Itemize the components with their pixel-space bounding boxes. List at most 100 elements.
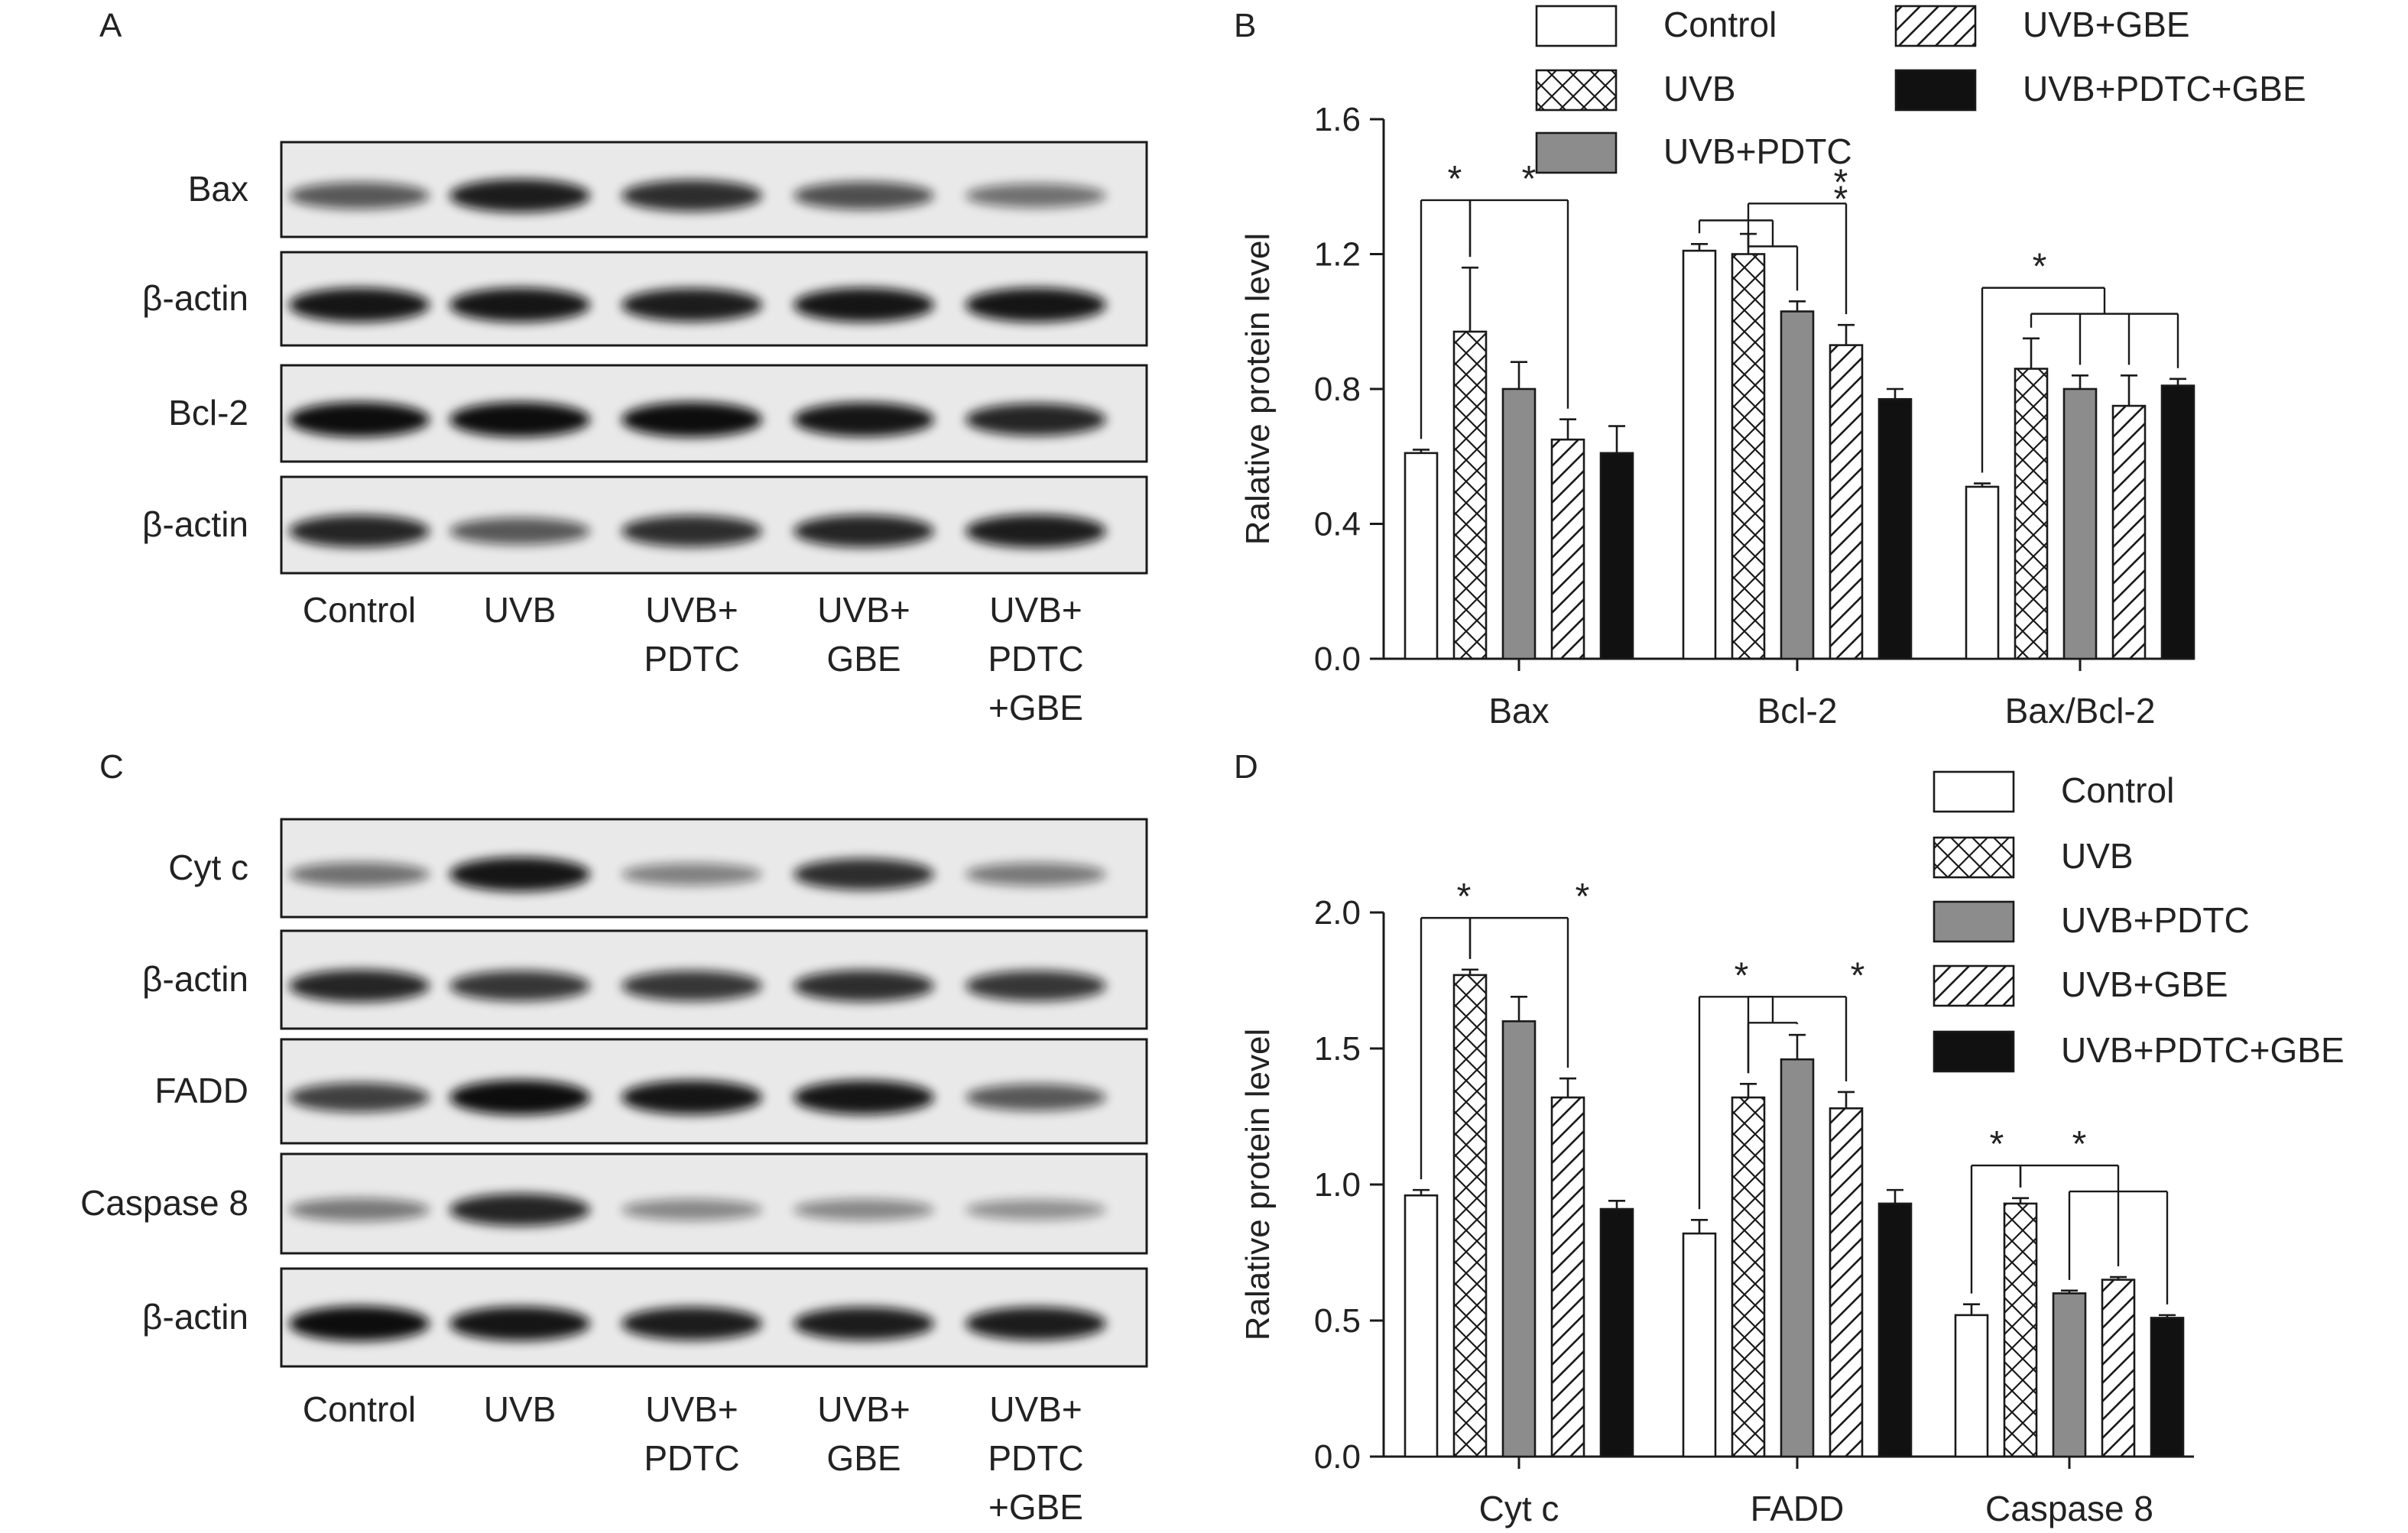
blot-c-band: [621, 1080, 762, 1115]
blot-a-row-label: Bcl-2: [168, 393, 248, 433]
blot-a-lane-label: UVB+ PDTC +GBE: [988, 590, 1083, 728]
blot-c-row-label: Caspase 8: [80, 1183, 248, 1223]
western-blot-panel-a: Bax β-actin Bcl-2 β-actin Control UVB UVB+ PDTC…: [142, 141, 1148, 728]
legend-swatch: [1933, 900, 2015, 943]
blot-c-band: [793, 1307, 934, 1340]
blot-c-row-label: β-actin: [142, 1297, 248, 1337]
blot-c-band: [621, 1307, 762, 1340]
bar: [2052, 1292, 2087, 1458]
significance-star: *: [1522, 159, 1537, 199]
blot-a-band: [449, 179, 590, 212]
blot-c-band: [289, 1306, 430, 1341]
legend-swatch: [1535, 5, 1618, 47]
blot-c-band: [965, 971, 1106, 1001]
bar: [2101, 1279, 2136, 1458]
blot-c-band: [793, 1199, 934, 1220]
legend-swatch: [1535, 69, 1618, 112]
bar: [1404, 452, 1439, 660]
bar: [1501, 1020, 1537, 1458]
bar-chart-b: 0.0 0.4 0.8 1.2 1.6 Ralative protein level Bax…: [1239, 5, 2306, 731]
legend-swatch: [1535, 131, 1618, 174]
bar: [1780, 1058, 1815, 1458]
blot-c-band: [449, 857, 590, 892]
blot-c-band: [449, 971, 590, 1001]
bar-chart-d: 0.0 0.5 1.0 1.5 2.0 Ralative protein level Cyt…: [1239, 770, 2345, 1528]
significance-star: *: [1851, 955, 1865, 996]
bar: [1877, 1202, 1913, 1458]
significance-star: *: [1990, 1124, 2004, 1165]
significance-star: *: [1834, 179, 1848, 219]
blot-c-lane-label: UVB+ GBE: [817, 1389, 910, 1478]
blot-a-band: [965, 183, 1106, 208]
blot-c-band: [793, 970, 934, 1002]
blot-c-lane-label: UVB+ PDTC +GBE: [988, 1389, 1083, 1527]
bar: [1452, 974, 1488, 1458]
blot-a-band: [289, 402, 430, 437]
y-tick-label: 0.0: [1314, 640, 1361, 678]
blot-c-lane-label: Control: [303, 1389, 416, 1429]
blot-a-band: [621, 402, 762, 437]
panel-letter-c: C: [99, 748, 124, 786]
blot-c-band: [965, 1307, 1106, 1340]
blot-a-band: [793, 402, 934, 437]
blot-c-band: [621, 1199, 762, 1220]
significance-star: *: [2072, 1124, 2087, 1165]
panel-letter-a: A: [99, 7, 122, 44]
blot-a-row-label: Bax: [188, 169, 248, 209]
blot-c-band: [621, 971, 762, 1001]
western-blot-panel-c: Cyt c β-actin FADD Caspase 8 β-actin Control U…: [80, 818, 1148, 1527]
blot-a-lane-label: UVB: [484, 590, 557, 630]
blot-a-band: [793, 514, 934, 548]
x-category-label: Bcl-2: [1757, 691, 1838, 731]
bar: [1829, 1107, 1864, 1458]
bar: [2111, 404, 2147, 660]
panel-letter-d: D: [1234, 748, 1258, 786]
bar: [1599, 452, 1634, 660]
bar: [2062, 387, 2098, 660]
bar: [1829, 344, 1864, 660]
legend-swatch: [1933, 770, 2015, 813]
blot-a-band: [289, 182, 430, 209]
blot-c-band: [965, 862, 1106, 886]
blot-a-row-label: β-actin: [142, 278, 248, 318]
blot-c-band: [289, 862, 430, 886]
legend-label: UVB+PDTC: [2061, 900, 2250, 940]
legend-label: Control: [1663, 5, 1777, 44]
blot-c-band: [289, 969, 430, 1003]
legend-label: UVB+PDTC+GBE: [2023, 69, 2306, 109]
significance-star: *: [1834, 162, 1848, 203]
blot-c-band: [965, 1199, 1106, 1220]
blot-c-lane-label: UVB: [484, 1389, 557, 1429]
y-tick-label: 1.0: [1314, 1166, 1361, 1204]
legend-swatch: [1933, 836, 2015, 879]
blot-c-band: [289, 1082, 430, 1113]
bar: [1731, 1096, 1766, 1458]
blot-a-band: [965, 287, 1106, 322]
y-tick-label: 0.8: [1314, 371, 1361, 408]
blot-c-band: [449, 1080, 590, 1115]
significance-star: *: [1735, 955, 1749, 996]
blot-a-row-label: β-actin: [142, 504, 248, 544]
significance-star: *: [1576, 877, 1590, 917]
y-tick-label: 0.0: [1314, 1438, 1361, 1476]
y-tick-label: 0.5: [1314, 1302, 1361, 1340]
bar: [1682, 249, 1717, 660]
legend-swatch: [1894, 69, 1977, 112]
bar: [2150, 1317, 2185, 1458]
significance-star: *: [1457, 877, 1472, 917]
y-tick-label: 1.5: [1314, 1030, 1361, 1068]
blot-a-band: [621, 180, 762, 212]
y-axis-title: Ralative protein level: [1239, 233, 1277, 545]
blot-c-band: [793, 858, 934, 890]
bar: [1599, 1207, 1634, 1458]
bar: [2160, 384, 2195, 660]
legend-label: UVB+PDTC+GBE: [2061, 1030, 2345, 1070]
bar: [1404, 1194, 1439, 1458]
blot-a-band: [793, 181, 934, 210]
bar: [1501, 387, 1537, 660]
blot-a-band: [793, 287, 934, 322]
blot-a-band: [621, 515, 762, 547]
blot-c-row-label: FADD: [154, 1071, 248, 1110]
legend-label: UVB: [1663, 69, 1736, 109]
